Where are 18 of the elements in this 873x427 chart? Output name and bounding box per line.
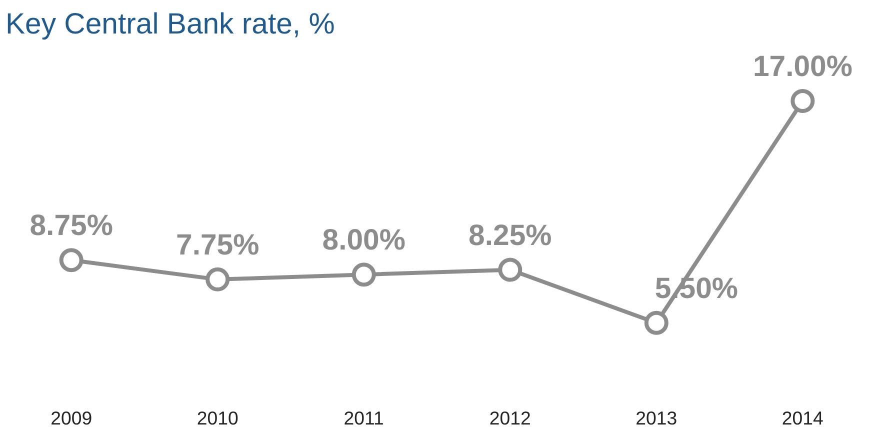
point [352, 262, 376, 287]
data-label: 7.75% [176, 228, 260, 262]
x-tick-label: 2012 [489, 408, 531, 427]
x-tick-label: 2011 [344, 408, 384, 427]
point [498, 258, 522, 282]
x-tick-label: 2010 [196, 408, 238, 427]
x-tick-label: 2014 [782, 408, 824, 427]
point [206, 267, 230, 292]
x-tick-label: 2009 [50, 408, 92, 427]
data-label: 17.00% [752, 50, 852, 83]
data-label: 8.00% [322, 224, 406, 257]
point [59, 248, 84, 272]
chart-title: Key Central Bank rate, % [6, 8, 335, 40]
point [790, 88, 815, 113]
data-label: 8.25% [468, 218, 552, 252]
data-label: 8.75% [30, 209, 113, 242]
x-tick-label: 2013 [636, 408, 678, 427]
point [644, 310, 668, 335]
